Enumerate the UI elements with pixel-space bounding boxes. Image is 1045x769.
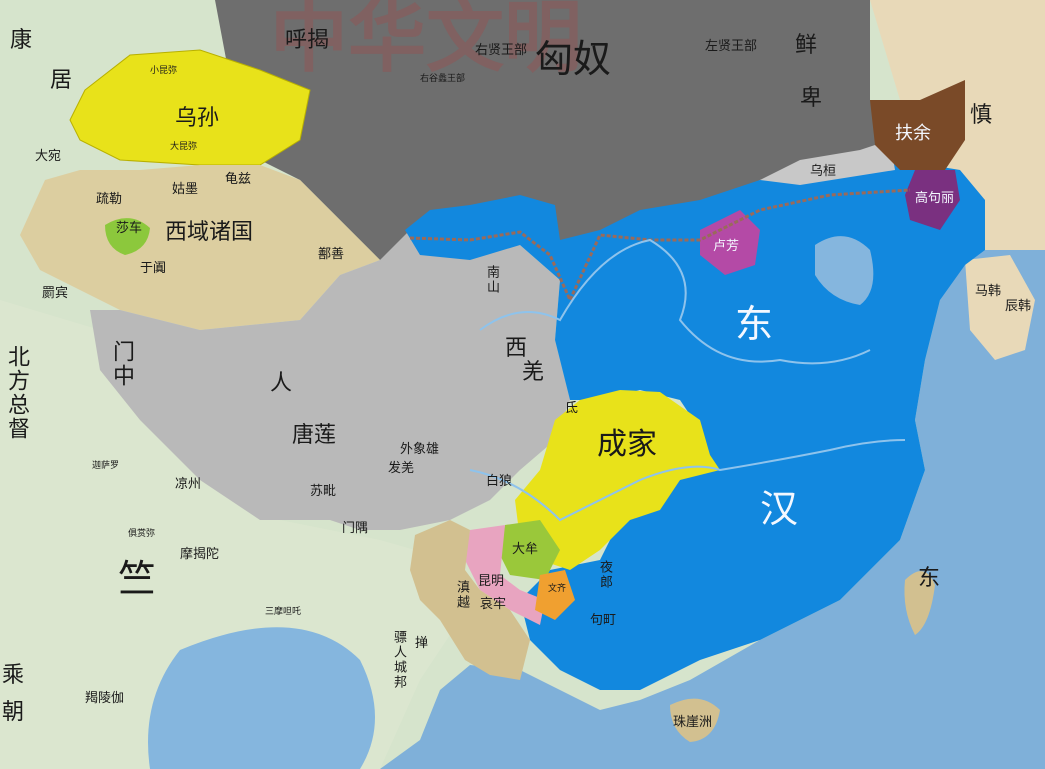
label-yougu: 右谷蠡王部 [420,74,466,84]
label-qiuci: 龟兹 [225,172,252,187]
bay-of-bengal [148,627,375,769]
label-dianyue: 滇越 [454,580,469,610]
bohai-sea [815,236,874,305]
label-kunming: 昆明 [478,574,505,589]
label-youxianwang: 右贤王部 [475,43,528,58]
label-xiongnu: 匈奴 [535,37,612,81]
region-qiang [90,215,570,530]
label-hujie: 呼揭 [285,28,330,53]
label-han: 汉 [760,487,799,531]
label-suyi: 苏毗 [310,484,337,499]
region-fuyu [870,80,965,170]
label-wenqi: 文齐 [548,584,567,594]
region-suoche [105,218,150,255]
label-xiyu: 西域诸国 [165,220,254,245]
label-waixiangxiong: 外象雄 [400,442,440,457]
label-shule: 疏勒 [96,192,123,207]
region-kunming [465,525,545,625]
label-tianzhu: 竺 [118,557,157,601]
label-kangju-1: 康 [10,28,33,53]
label-zuoxianwang: 左贤王部 [705,39,758,54]
region-wenqi [535,570,575,620]
label-kuifang: 夜郎 [597,560,612,590]
region-dalao [500,520,560,580]
label-menyu: 门隅 [342,521,369,536]
label-aolao: 哀牢 [480,597,507,612]
label-jiasaluo: 迦萨罗 [92,461,120,471]
label-lufang: 卢芳 [713,239,740,254]
label-xiqiang-1: 西 [505,336,528,361]
japan-land [1020,0,1045,60]
label-yutian: 于阗 [140,261,167,276]
label-wusun: 乌孙 [175,106,220,131]
region-wusun [69,49,311,166]
label-shanshan: 鄯善 [318,247,345,262]
label-sanmotuo: 三摩呾吒 [265,607,302,617]
label-dakunmi: 大昆弥 [170,142,198,152]
label-jushangmi: 俱赏弥 [128,529,156,539]
region-wuhuan [760,140,895,185]
label-tangmao: 唐莲 [292,423,337,448]
label-xianbei-1: 鲜 [795,33,818,58]
label-shenjin: 慎 [970,103,993,128]
label-fuqiang: 白狼 [486,474,513,489]
great-wall [409,188,911,304]
label-dayuan: 大宛 [35,149,62,164]
label-jiuzhen: 句町 [590,613,617,628]
label-menzhong: 门中 [109,340,134,388]
region-xiyu [20,165,380,330]
label-xiqiang-2: 羌 [522,360,545,385]
label-di: 氐 [565,401,579,416]
label-xianbei-2: 卑 [800,86,823,111]
label-chao: 朝 [2,700,25,725]
label-jibin: 罽宾 [42,286,69,301]
label-dalao: 大牟 [512,542,539,557]
korea-land [965,255,1035,360]
region-goguryeo [905,170,960,230]
label-wuhuan: 乌桓 [810,164,837,179]
region-lufang [700,210,760,275]
label-kangju-2: 居 [50,68,73,93]
watermark-top: 中华文明 [270,0,583,83]
label-zhuyazhou: 珠崖洲 [673,715,713,730]
label-gaogouli: 高句丽 [915,191,955,206]
label-suoche: 莎车 [116,221,143,236]
label-mahan: 马韩 [975,284,1002,299]
label-chenhan: 辰韩 [1005,299,1032,314]
region-aolao [410,520,530,680]
label-ren: 人 [270,371,293,396]
label-fuyu: 扶余 [895,123,931,144]
label-juelaqie: 羯陵伽 [85,691,125,706]
label-dong: 东 [735,302,774,346]
yangtze-river [469,439,906,522]
region-chengjia [515,390,720,570]
label-shan: 掸 [415,636,429,651]
label-piaoren: 骠人城邦 [391,630,406,690]
label-dong-sea: 东 [918,566,941,591]
region-xiongnu [215,0,900,270]
label-gumo: 姑墨 [172,182,199,197]
hainan [670,698,720,742]
label-nanshan: 南山 [484,265,499,295]
label-beifang: 北方总督 [4,345,29,441]
label-lianggeng: 凉州 [175,477,202,492]
taiwan [904,571,935,635]
label-mojietuo: 摩揭陀 [180,547,220,562]
label-fali: 发羌 [388,461,415,476]
yellow-river [479,238,871,365]
label-cheng: 乘 [2,663,25,688]
label-chengjia: 成家 [597,427,657,462]
label-xiaokunmi: 小昆弥 [150,66,178,76]
